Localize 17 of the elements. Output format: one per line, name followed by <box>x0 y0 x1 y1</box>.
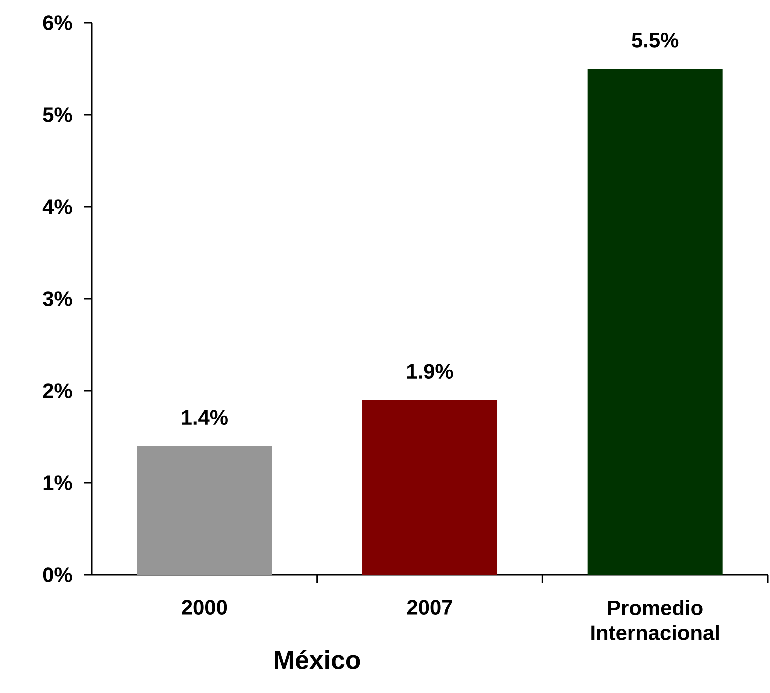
y-tick-label: 2% <box>43 384 72 398</box>
x-tick-label: Promedio Internacional <box>592 600 719 640</box>
bar <box>137 446 272 575</box>
x-tick-label: 2000 <box>182 600 228 615</box>
data-label: 1.4% <box>182 410 228 426</box>
y-tick-label: 6% <box>43 16 72 30</box>
bar <box>588 68 723 575</box>
x-tick-label: 2007 <box>407 600 452 615</box>
y-tick-label: 5% <box>43 108 72 122</box>
y-tick-label: 4% <box>42 200 72 214</box>
text: México <box>275 650 360 670</box>
y-tick-label: 3% <box>43 292 72 306</box>
bar <box>362 400 498 575</box>
data-label: 5.5% <box>632 33 679 48</box>
y-tick-label: 0% <box>43 568 72 582</box>
y-tick-label: 1% <box>44 476 72 490</box>
data-label: 1.9% <box>407 364 454 380</box>
